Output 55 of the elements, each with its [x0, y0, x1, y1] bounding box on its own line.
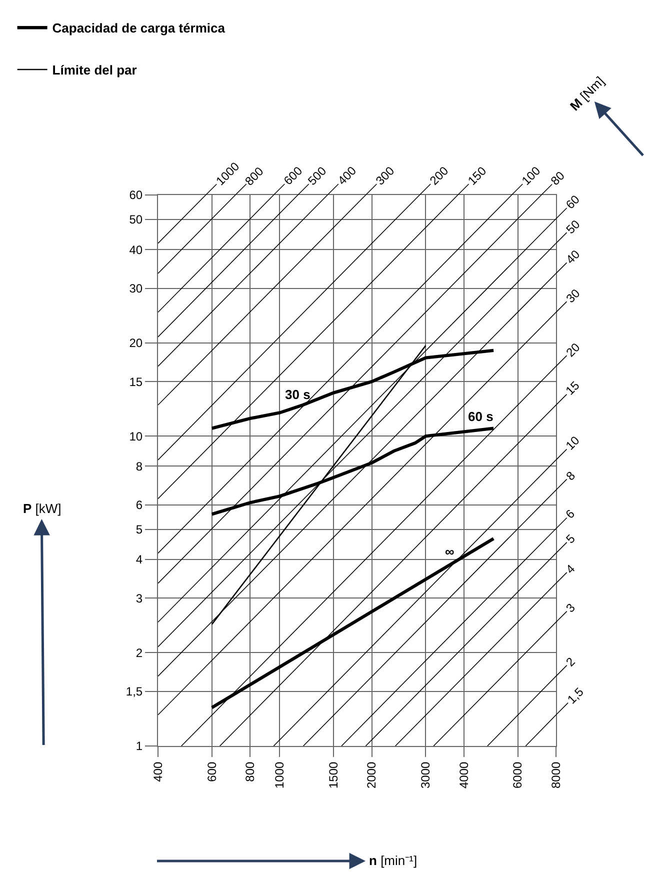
annotation: 1,5 [564, 684, 587, 707]
x-tick-label: 1000 [272, 761, 287, 789]
x-tick-label: 3000 [418, 761, 433, 789]
y-tick-label: 40 [129, 242, 143, 257]
x-tick-label: 6000 [510, 761, 525, 789]
annotation: 400 [334, 163, 360, 188]
x-tick-label: 600 [204, 761, 219, 782]
x-tick-label: 2000 [364, 761, 379, 789]
annotation: 4 [563, 561, 578, 576]
annotation: 20 [563, 340, 583, 360]
annotation: 500 [305, 164, 330, 188]
y-tick-label: 8 [136, 459, 143, 474]
annotation: 6 [562, 506, 578, 522]
y-tick-label: 30 [129, 281, 143, 296]
x-axis-title: n [min⁻¹] [369, 853, 418, 868]
annotation: 80 [548, 168, 568, 188]
y-tick-label: 3 [136, 591, 143, 606]
annotation: 800 [242, 164, 266, 188]
x-tick-label: 800 [242, 761, 257, 782]
y-axis-title: P [kW] [23, 501, 62, 516]
x-tick-label: 4000 [456, 761, 471, 789]
y-tick-label: 2 [136, 646, 143, 660]
annotation: 150 [465, 164, 490, 188]
annotation: 15 [562, 378, 582, 398]
annotation: 200 [426, 163, 452, 188]
annotation: 8 [563, 468, 578, 484]
y-tick-label: 60 [129, 188, 143, 202]
y-tick-label: 50 [129, 212, 143, 227]
x-tick-label: 8000 [548, 761, 563, 789]
y-tick-label: 1 [136, 739, 143, 754]
annotation: 30 s [285, 387, 310, 402]
annotation: ∞ [445, 544, 454, 559]
annotation: 5 [563, 531, 578, 546]
legend-label: Capacidad de carga térmica [52, 20, 226, 36]
x-tick-label: 1500 [326, 761, 340, 789]
annotation: 300 [373, 164, 398, 188]
x-tick-label: 400 [150, 761, 165, 782]
annotation: 30 [563, 286, 583, 306]
annotation: 10 [562, 433, 582, 453]
y-tick-label: 4 [136, 552, 143, 567]
annotation: 40 [563, 247, 583, 267]
annotation: 2 [563, 654, 578, 670]
y-tick-label: 5 [136, 522, 143, 537]
y-tick-label: 10 [129, 429, 143, 444]
annotation: 60 s [468, 409, 494, 424]
annotation: 100 [519, 164, 544, 188]
legend-label: Límite del par [52, 62, 137, 78]
y-tick-label: 6 [136, 498, 143, 512]
y-tick-label: 15 [129, 374, 143, 389]
y-tick-label: 1,5 [126, 684, 143, 699]
annotation: 600 [280, 164, 306, 188]
annotation: 3 [563, 600, 578, 616]
annotation: 60 [563, 192, 583, 212]
annotation: 50 [563, 217, 583, 237]
y-tick-label: 20 [129, 336, 143, 350]
